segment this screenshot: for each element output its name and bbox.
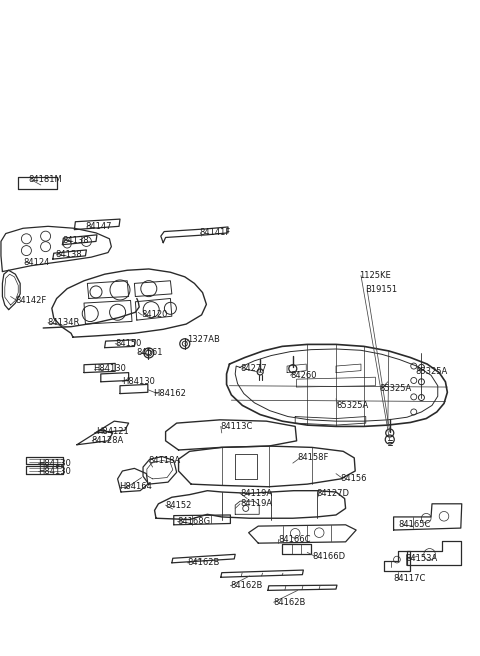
Text: 84119A: 84119A xyxy=(240,499,272,508)
Text: 84119A: 84119A xyxy=(240,489,272,498)
Text: 84120: 84120 xyxy=(142,310,168,319)
Text: 84162B: 84162B xyxy=(230,581,263,590)
Text: 85325A: 85325A xyxy=(379,384,411,393)
Text: H84130: H84130 xyxy=(122,377,155,386)
Text: 84128A: 84128A xyxy=(91,436,123,445)
Text: H84164: H84164 xyxy=(119,482,152,491)
Text: H84121: H84121 xyxy=(96,427,129,436)
Text: 1327AB: 1327AB xyxy=(187,335,220,344)
Text: 84165C: 84165C xyxy=(398,520,431,529)
Text: 84124: 84124 xyxy=(23,258,49,267)
Text: 84561: 84561 xyxy=(137,348,163,358)
Text: H84162: H84162 xyxy=(154,389,186,398)
Text: 84141F: 84141F xyxy=(199,228,230,237)
Text: H84130: H84130 xyxy=(38,459,71,468)
Text: 84150: 84150 xyxy=(115,339,142,348)
Text: 84113C: 84113C xyxy=(221,422,253,431)
Text: 85325A: 85325A xyxy=(415,367,447,376)
Text: 84162B: 84162B xyxy=(274,598,306,607)
Text: B19151: B19151 xyxy=(365,285,397,295)
Text: H84130: H84130 xyxy=(38,466,71,476)
Text: 84158F: 84158F xyxy=(298,453,329,462)
Text: 84147: 84147 xyxy=(85,222,112,231)
Text: 84168G: 84168G xyxy=(178,517,211,526)
Text: H84130: H84130 xyxy=(94,364,126,373)
Text: 84138: 84138 xyxy=(55,250,82,259)
Text: 84166C: 84166C xyxy=(278,535,311,544)
Text: 84166D: 84166D xyxy=(312,552,345,561)
Text: 85325A: 85325A xyxy=(336,401,368,410)
Text: 84156: 84156 xyxy=(341,474,367,483)
Text: 84153A: 84153A xyxy=(406,554,438,564)
Text: 84181M: 84181M xyxy=(29,175,62,184)
Text: 84134R: 84134R xyxy=(47,318,79,327)
Text: 84162B: 84162B xyxy=(187,558,219,567)
Text: 84138: 84138 xyxy=(62,236,89,245)
Text: 84277: 84277 xyxy=(240,364,266,373)
Text: 84117C: 84117C xyxy=(394,574,426,583)
Text: 84142F: 84142F xyxy=(15,296,47,305)
Text: 84152: 84152 xyxy=(166,501,192,510)
Text: 84260: 84260 xyxy=(290,371,317,380)
Text: 84127D: 84127D xyxy=(317,489,350,498)
Text: 1125KE: 1125KE xyxy=(359,271,391,280)
Text: 84118A: 84118A xyxy=(149,456,181,465)
